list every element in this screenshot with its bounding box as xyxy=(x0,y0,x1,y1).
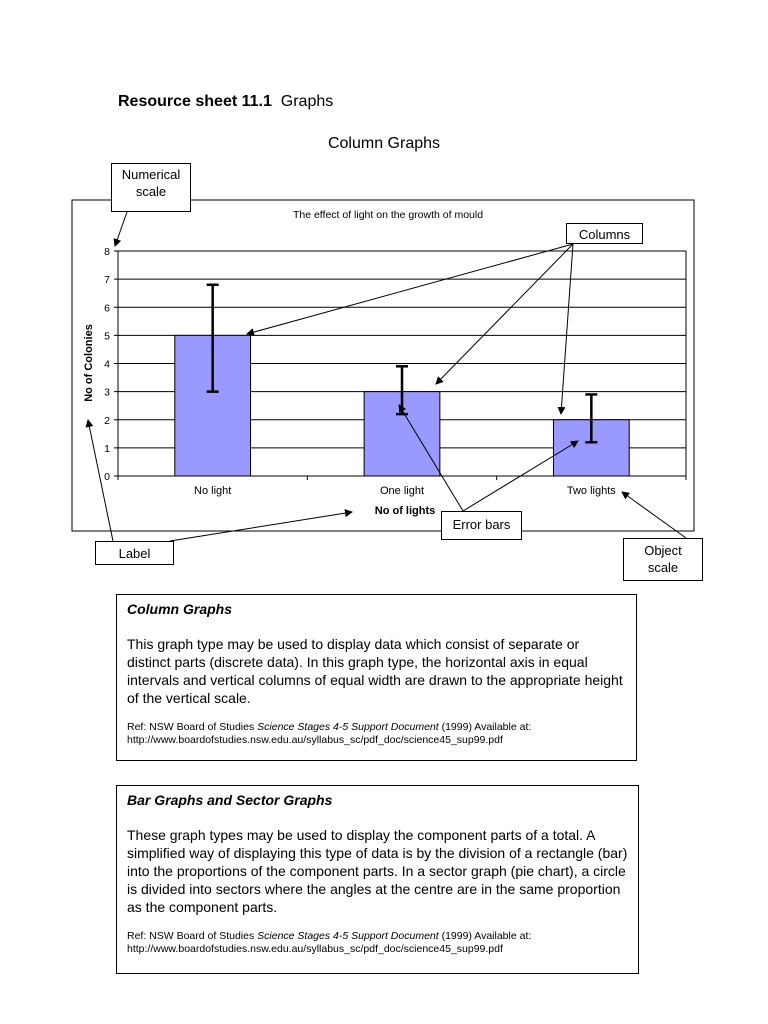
info-box-title: Bar Graphs and Sector Graphs xyxy=(127,792,333,808)
info-box-title: Column Graphs xyxy=(127,601,233,617)
info-box-column-graphs: Column Graphs This graph type may be use… xyxy=(116,594,637,761)
info-box-body: This graph type may be used to display d… xyxy=(127,636,623,706)
callout-error-bars: Error bars xyxy=(441,511,522,540)
y-tick-label: 4 xyxy=(104,359,110,371)
y-tick-label: 2 xyxy=(104,415,110,427)
arrow-column-2 xyxy=(435,243,574,385)
sheet-label: Resource sheet 11.1 xyxy=(118,93,272,110)
callout-numerical-scale: Numerical scale xyxy=(111,163,191,212)
info-box-bar-sector-graphs: Bar Graphs and Sector Graphs These graph… xyxy=(116,785,639,974)
arrow-column-1 xyxy=(246,243,574,336)
arrow-object-scale xyxy=(621,491,687,539)
chart-frame xyxy=(71,199,695,532)
arrow-label-y xyxy=(85,419,114,542)
callout-label: Label xyxy=(95,541,174,565)
callout-columns: Columns xyxy=(566,223,643,244)
y-tick-label: 8 xyxy=(104,246,110,258)
y-tick-label: 0 xyxy=(104,471,110,483)
arrow-error-bar-2 xyxy=(398,404,464,512)
column-chart: The effect of light on the growth of mou… xyxy=(71,199,695,542)
y-tick-label: 5 xyxy=(104,330,110,342)
annotation-arrows xyxy=(85,211,687,542)
x-tick-label: Two lights xyxy=(567,485,616,497)
x-tick-label: One light xyxy=(380,485,424,497)
arrow-error-bar-3 xyxy=(462,440,579,512)
callout-object-scale: Object scale xyxy=(623,538,703,581)
reference-url: http://www.boardofstudies.nsw.edu.au/syl… xyxy=(127,734,503,746)
info-box-reference: Ref: NSW Board of Studies Science Stages… xyxy=(127,930,532,955)
y-tick-label: 7 xyxy=(104,274,110,286)
info-box-reference: Ref: NSW Board of Studies Science Stages… xyxy=(127,721,532,746)
arrow-label-x xyxy=(169,509,353,542)
y-axis-label: No of Colonies xyxy=(83,324,95,402)
arrow-numerical-scale xyxy=(113,211,128,247)
arrow-column-3 xyxy=(557,243,574,415)
reference-url: http://www.boardofstudies.nsw.edu.au/syl… xyxy=(127,943,503,955)
x-tick-label: No light xyxy=(194,485,231,497)
info-box-body: These graph types may be used to display… xyxy=(127,827,628,915)
y-tick-label: 6 xyxy=(104,302,110,314)
page-heading: Resource sheet 11.1 Graphs xyxy=(118,93,333,111)
section-title: Column Graphs xyxy=(327,135,441,152)
y-tick-label: 3 xyxy=(104,387,110,399)
y-tick-label: 1 xyxy=(104,443,110,455)
x-axis-label: No of lights xyxy=(375,505,436,517)
chart-title: The effect of light on the growth of mou… xyxy=(293,209,483,221)
sheet-topic: Graphs xyxy=(280,93,334,110)
